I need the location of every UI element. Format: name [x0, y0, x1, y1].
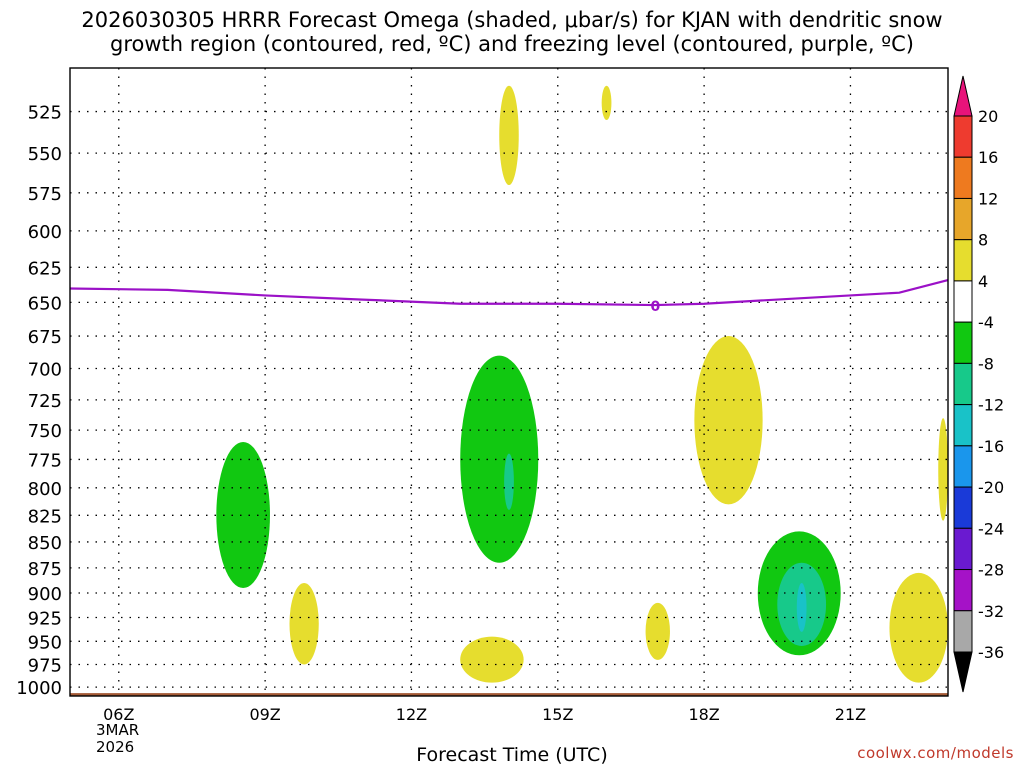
omega-feature-0 [499, 85, 519, 186]
y-tick-label-575: 575 [28, 184, 62, 205]
y-tick-label-750: 750 [28, 421, 62, 442]
colorbar-box-4 [953, 280, 973, 323]
colorbar-box-1 [953, 156, 973, 199]
y-tick-label-600: 600 [28, 222, 62, 243]
y-tick-label-525: 525 [28, 103, 62, 124]
omega-feature-8 [694, 336, 763, 505]
colorbar-label-8: -16 [978, 437, 1004, 456]
y-tick-label-975: 975 [28, 655, 62, 676]
y-tick-label-825: 825 [28, 506, 62, 527]
colorbar-box-6 [953, 362, 973, 406]
colorbar-label-13: -36 [978, 643, 1004, 662]
colorbar-label-1: 16 [978, 148, 998, 167]
colorbar-box-3 [953, 239, 973, 282]
y-tick-label-675: 675 [28, 327, 62, 348]
y-tick-label-775: 775 [28, 450, 62, 471]
colorbar-label-3: 8 [978, 231, 988, 250]
y-tick-label-1000: 1000 [16, 678, 62, 699]
x-tick-label-21Z: 21Z [835, 705, 866, 724]
colorbar-label-0: 20 [978, 107, 998, 126]
freezing-level-label: 0 [650, 299, 660, 315]
y-tick-label-800: 800 [28, 479, 62, 500]
colorbar-box-12 [953, 610, 973, 653]
y-tick-label-875: 875 [28, 559, 62, 580]
omega-feature-6 [460, 636, 524, 683]
freezing-level-line [69, 279, 949, 307]
colorbar-bottom-triangle [953, 651, 973, 693]
y-tick-label-925: 925 [28, 608, 62, 629]
y-tick-label-900: 900 [28, 584, 62, 605]
colorbar-box-8 [953, 445, 973, 488]
colorbar-box-5 [953, 321, 973, 364]
terrain-strip [70, 693, 948, 696]
colorbar-label-11: -28 [978, 561, 1004, 580]
x-tick-label-09Z: 09Z [249, 705, 280, 724]
colorbar-label-7: -12 [978, 396, 1004, 415]
colorbar-label-9: -20 [978, 478, 1004, 497]
omega-feature-13 [938, 418, 948, 521]
x-tick-label-15Z: 15Z [542, 705, 573, 724]
x-axis-label: Forecast Time (UTC) [416, 744, 608, 766]
colorbar-box-9 [953, 486, 973, 529]
colorbar-label-5: -4 [978, 313, 994, 332]
colorbar-top-triangle [953, 75, 973, 117]
colorbar-box-2 [953, 197, 973, 241]
omega-feature-4 [504, 453, 514, 510]
omega-feature-5 [289, 583, 319, 665]
colorbar-box-11 [953, 569, 973, 612]
omega-feature-3 [460, 355, 539, 563]
colorbar-box-10 [953, 527, 973, 571]
date-label-year: 2026 [96, 738, 135, 756]
colorbar-label-4: 4 [978, 272, 988, 291]
date-label-day: 3MAR [96, 721, 140, 739]
y-tick-label-950: 950 [28, 632, 62, 653]
y-tick-label-850: 850 [28, 533, 62, 554]
colorbar-box-0 [953, 115, 973, 158]
colorbar-box-7 [953, 404, 973, 447]
title-line-1: 2026030305 HRRR Forecast Omega (shaded, … [81, 8, 943, 32]
colorbar-label-10: -24 [978, 519, 1004, 538]
colorbar-label-2: 12 [978, 189, 998, 208]
watermark[interactable]: coolwx.com/models [857, 744, 1014, 762]
omega-feature-2 [216, 441, 270, 589]
title-line-2: growth region (contoured, red, ºC) and f… [110, 32, 914, 56]
x-tick-label-06Z: 06Z [103, 705, 134, 724]
plot-frame [69, 67, 949, 697]
y-tick-label-725: 725 [28, 391, 62, 412]
omega-feature-12 [889, 572, 948, 683]
y-tick-label-625: 625 [28, 258, 62, 279]
omega-feature-11 [796, 583, 807, 632]
y-tick-label-700: 700 [28, 360, 62, 381]
omega-feature-1 [601, 85, 612, 121]
omega-feature-7 [645, 602, 670, 660]
colorbar-label-6: -8 [978, 354, 994, 373]
x-tick-label-12Z: 12Z [396, 705, 427, 724]
y-tick-label-550: 550 [28, 144, 62, 165]
y-tick-label-650: 650 [28, 293, 62, 314]
colorbar-label-12: -32 [978, 602, 1004, 621]
x-tick-label-18Z: 18Z [688, 705, 719, 724]
chart-title: 2026030305 HRRR Forecast Omega (shaded, … [0, 8, 1024, 56]
